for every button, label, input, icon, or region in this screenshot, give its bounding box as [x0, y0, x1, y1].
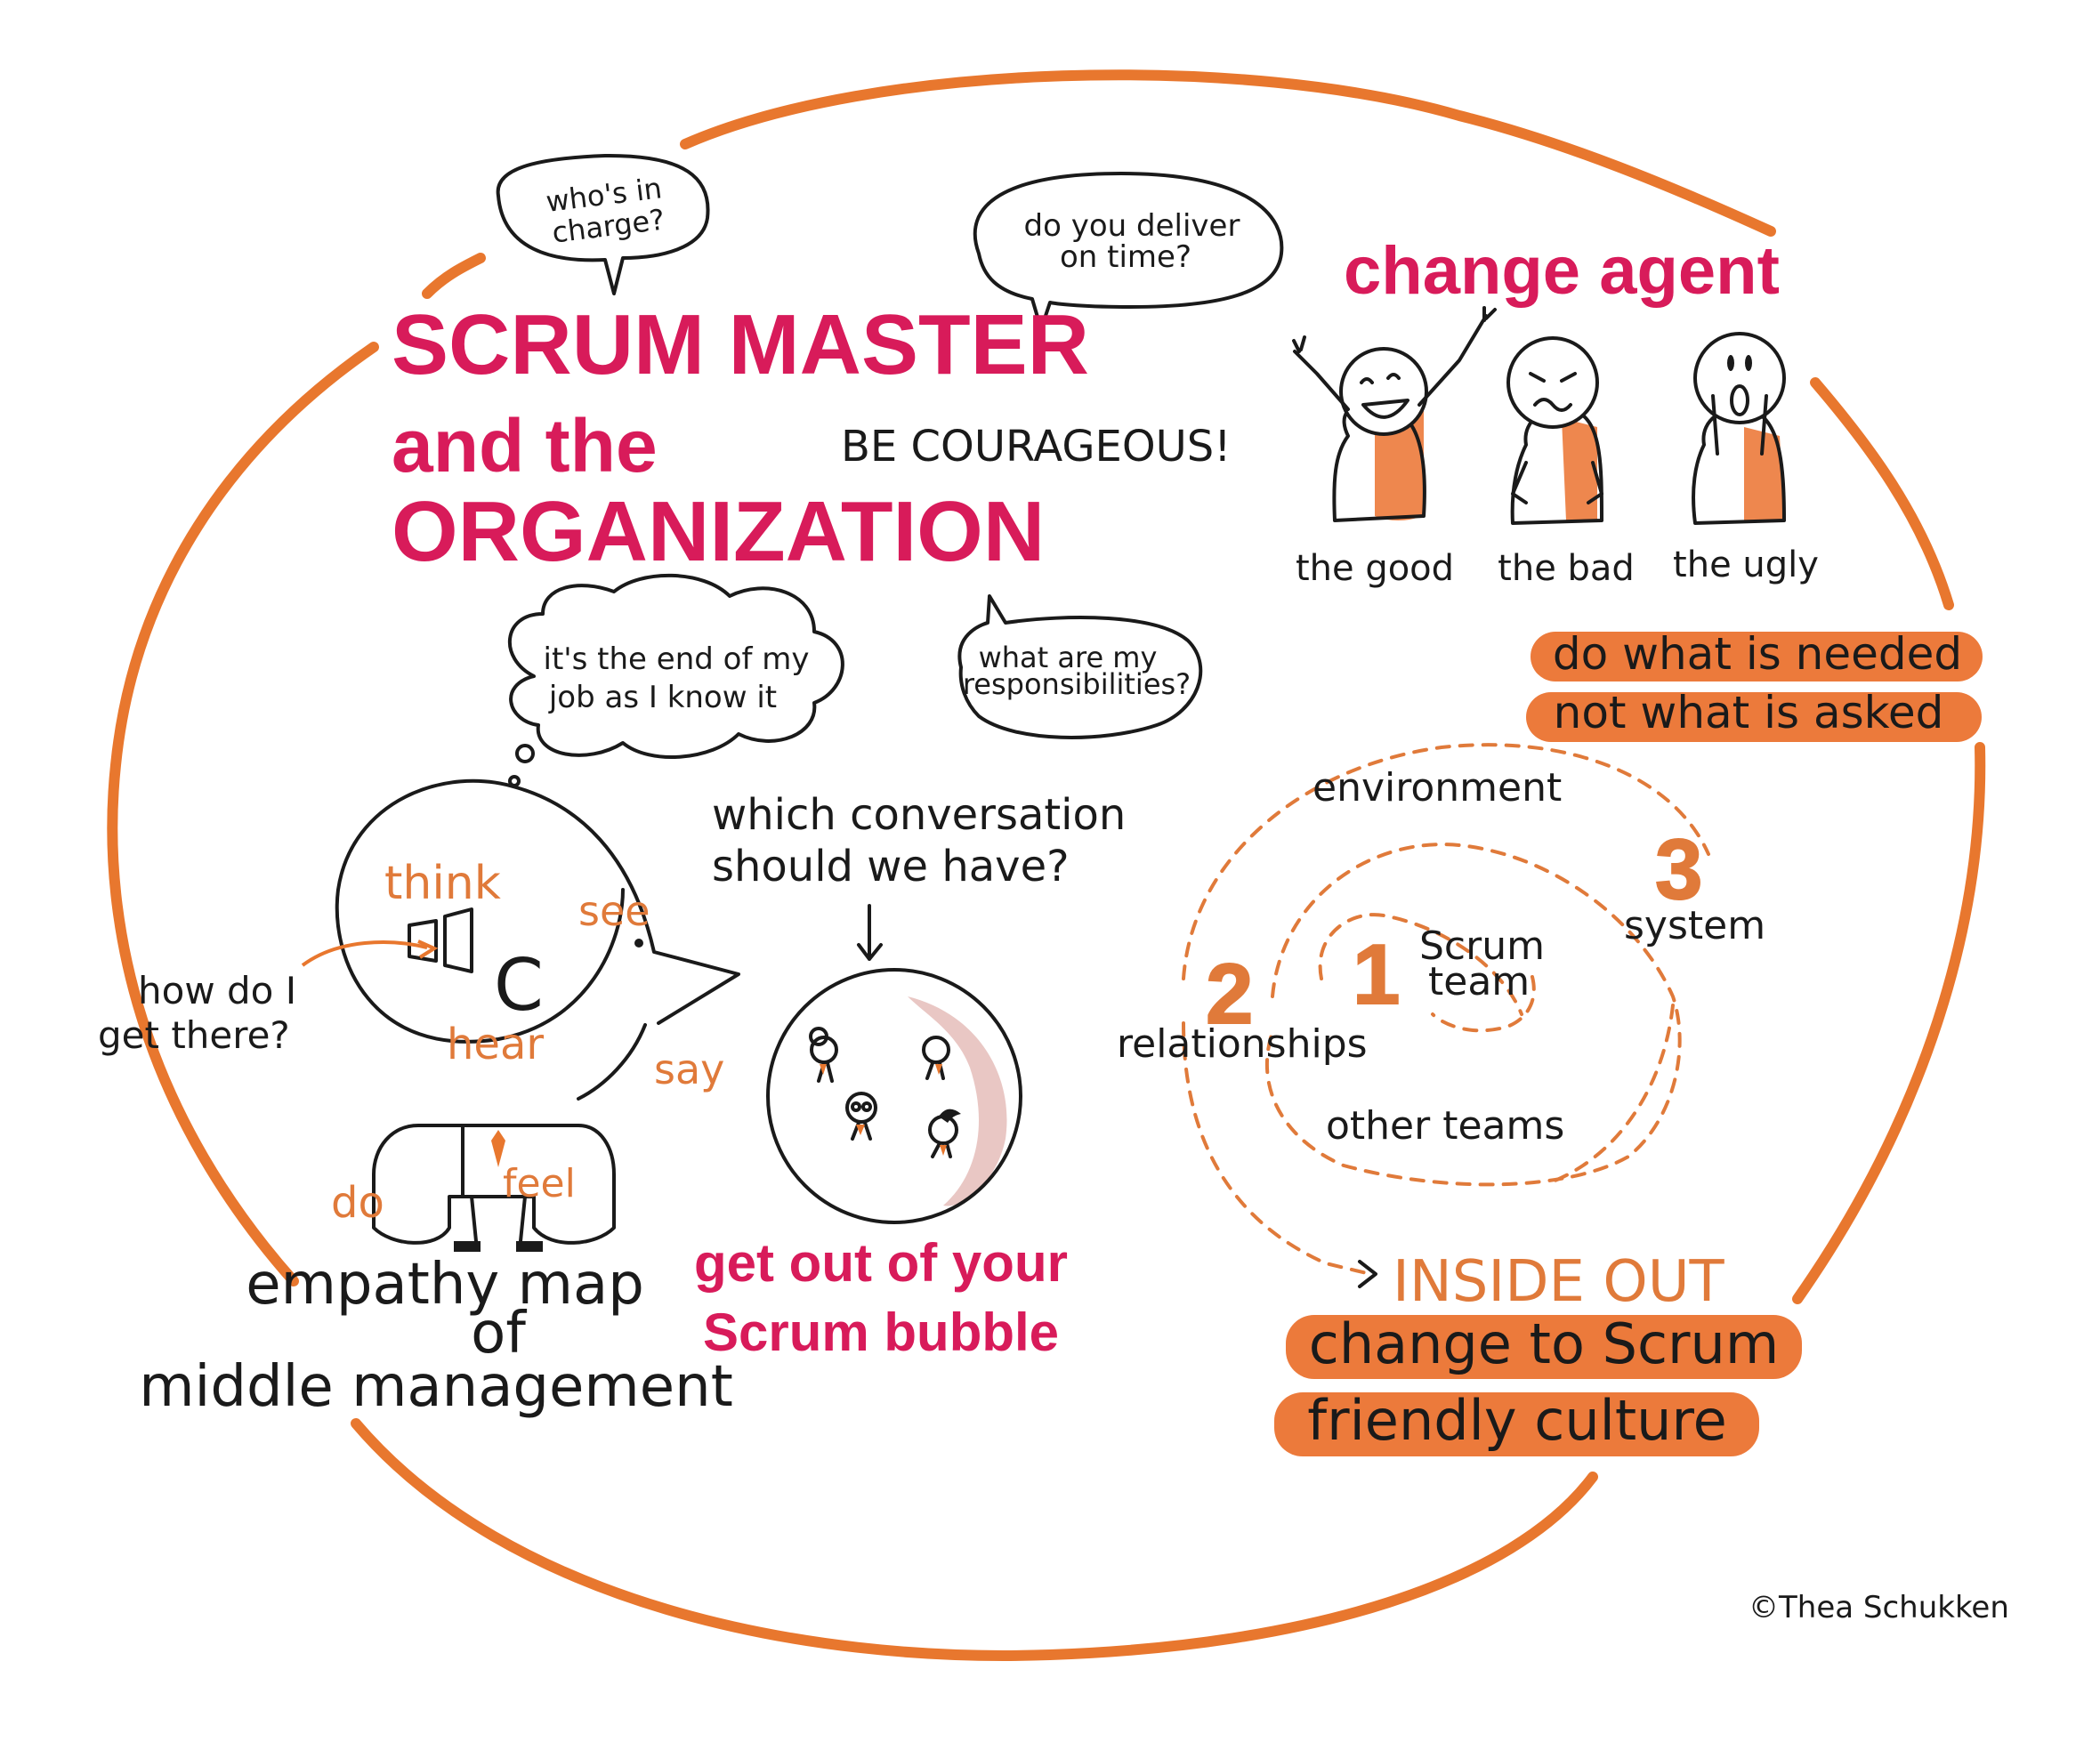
- environment-label: environment: [1312, 765, 1562, 811]
- good-figure-icon: [1292, 306, 1497, 522]
- title-line1: SCRUM MASTER: [392, 297, 1089, 392]
- speech-bubble-responsibilities: what are my responsibilities?: [957, 594, 1203, 739]
- copyright-signature: ©Thea Schukken: [1749, 1590, 2009, 1625]
- how-do-i-line1: how do I: [138, 969, 296, 1012]
- page-title: SCRUM MASTER and the ORGANIZATION: [392, 297, 1089, 579]
- down-arrow-icon: [857, 904, 883, 961]
- relationships-label: relationships: [1117, 1021, 1368, 1067]
- number-3: 3: [1655, 822, 1702, 917]
- number-2: 2: [1206, 947, 1253, 1042]
- be-courageous-label: BE COURAGEOUS!: [841, 422, 1232, 472]
- change-culture-highlight: change to Scrum friendly culture: [1274, 1311, 1802, 1456]
- do-what-is-needed-text: do what is needed: [1553, 628, 1962, 680]
- empathy-map-head-icon: [301, 778, 740, 1252]
- other-teams-label: other teams: [1326, 1103, 1564, 1149]
- deliver-line2: on time?: [1060, 239, 1191, 275]
- the-good-label: the good: [1296, 548, 1454, 589]
- do-what-is-needed-highlight: do what is needed not what is asked: [1526, 628, 1983, 742]
- team-member-icon: [845, 1092, 877, 1141]
- team-member-icon: [809, 1027, 838, 1083]
- end-of-job-line2: job as I know it: [548, 680, 777, 715]
- the-bad-label: the bad: [1498, 548, 1635, 589]
- change-culture-line2: friendly culture: [1307, 1388, 1726, 1453]
- do-label: do: [331, 1178, 384, 1228]
- scrum-bubble-icon: [766, 968, 1022, 1224]
- scrum-team-line1: Scrum: [1419, 923, 1545, 969]
- change-culture-line1: change to Scrum: [1309, 1311, 1779, 1376]
- responsibilities-line2: responsibilities?: [963, 667, 1191, 701]
- end-of-job-line1: it's the end of my: [544, 641, 810, 677]
- bad-figure-icon: [1506, 336, 1603, 525]
- scrum-bubble-caption-line2: Scrum bubble: [703, 1302, 1059, 1362]
- empathy-caption-line2: of: [471, 1301, 527, 1367]
- scrum-bubble-caption-line1: get out of your: [694, 1233, 1068, 1293]
- concentric-circles-diagram: [1182, 743, 1710, 1288]
- inside-out-label: INSIDE OUT: [1393, 1249, 1725, 1315]
- empathy-c-label: C: [494, 944, 544, 1027]
- think-label: think: [384, 857, 501, 910]
- scrum-team-line2: team: [1428, 959, 1530, 1004]
- speech-bubble-whos-in-charge: who's in charge?: [496, 153, 710, 295]
- responsibilities-line1: what are my: [979, 641, 1158, 674]
- how-do-i-line2: get there?: [98, 1013, 290, 1057]
- speech-bubble-deliver-on-time: do you deliver on time?: [973, 172, 1284, 331]
- empathy-caption-line1: empathy map: [246, 1252, 644, 1318]
- title-line3: ORGANIZATION: [392, 484, 1045, 579]
- orange-frame-loop: [107, 69, 1986, 1661]
- title-line2: and the: [392, 404, 658, 488]
- team-member-icon: [928, 1109, 961, 1158]
- which-conversation-line2: should we have?: [712, 842, 1070, 891]
- see-label: see: [578, 887, 650, 935]
- system-label: system: [1624, 903, 1765, 948]
- feel-label: feel: [503, 1161, 576, 1206]
- team-member-icon: [922, 1036, 950, 1080]
- which-conversation-line1: which conversation: [712, 790, 1126, 840]
- deliver-line1: do you deliver: [1024, 208, 1240, 244]
- ugly-figure-icon: [1692, 332, 1786, 525]
- hear-label: hear: [447, 1020, 544, 1069]
- number-1: 1: [1353, 927, 1400, 1022]
- empathy-caption-line3: middle management: [139, 1354, 733, 1420]
- say-label: say: [654, 1045, 724, 1093]
- change-agent-heading: change agent: [1344, 233, 1780, 309]
- the-ugly-label: the ugly: [1673, 544, 1819, 585]
- thought-cloud-end-of-job: it's the end of my job as I know it: [508, 573, 844, 787]
- not-what-is-asked-text: not what is asked: [1554, 687, 1944, 738]
